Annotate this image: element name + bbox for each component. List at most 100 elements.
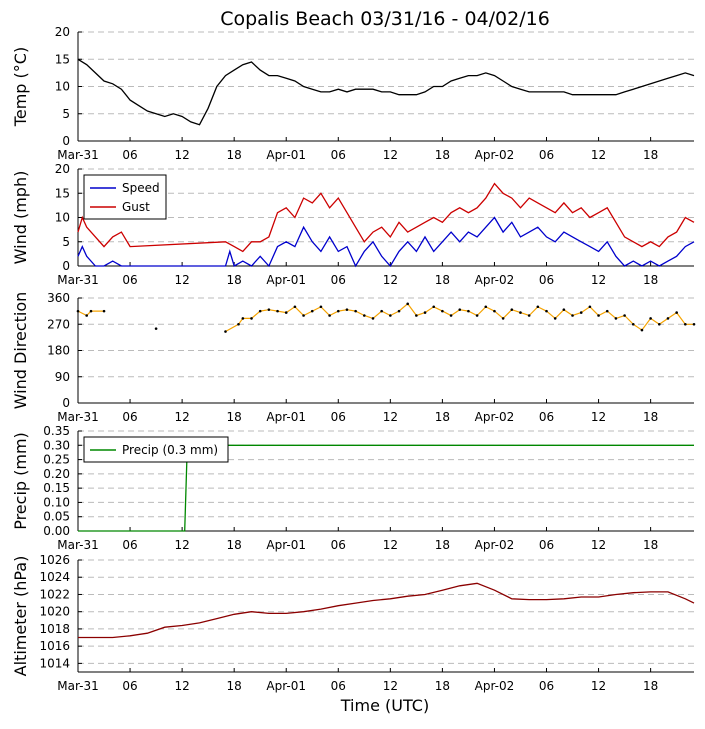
data-point [441,309,444,313]
y-tick-label: 0 [62,259,70,273]
y-tick-label: 0.20 [43,467,70,481]
x-tick-label: 06 [331,273,346,287]
series-line-0 [77,216,695,268]
data-point [657,322,661,326]
y-tick-label: 0.05 [43,510,70,524]
x-axis-label: Time (UTC) [340,696,429,715]
x-tick-label: 06 [539,148,554,162]
data-point [237,322,240,326]
x-tick-label: 18 [435,538,450,552]
data-point [224,330,227,333]
y-axis-label: Wind Direction [11,292,30,410]
y-tick-label: 1014 [39,656,70,670]
x-tick-label: 18 [435,679,450,693]
x-tick-label: 12 [591,273,606,287]
x-tick-label: 18 [643,679,658,693]
y-axis-label: Temp (°C) [11,47,30,127]
x-tick-label: 12 [383,679,398,693]
data-point [545,309,548,313]
data-point [415,314,418,317]
chart-title: Copalis Beach 03/31/16 - 04/02/16 [220,8,550,30]
data-point [345,308,349,311]
x-tick-label: Apr-02 [475,538,515,552]
x-tick-label: 18 [435,410,450,424]
data-point [631,322,635,326]
data-point [449,314,453,317]
data-point [684,322,687,326]
x-tick-label: 12 [174,538,189,552]
x-tick-label: 12 [383,148,398,162]
y-tick-label: 1018 [39,622,70,636]
x-tick-label: 06 [331,679,346,693]
y-tick-label: 1024 [39,570,70,584]
data-point [102,309,106,313]
data-point [336,309,340,313]
x-tick-label: Apr-01 [266,538,306,552]
panel-0: 0 5 10 15 20 Mar-31 06 12 18 Apr-01 06 12 18 Apr-02 06… [11,25,695,162]
x-tick-label: 12 [174,148,189,162]
data-point [354,309,357,313]
x-tick-label: 12 [383,538,398,552]
data-point [562,308,566,311]
x-tick-label: 12 [591,538,606,552]
x-tick-label: Apr-02 [475,410,515,424]
data-point [475,314,479,317]
x-tick-label: 06 [331,410,346,424]
x-tick-label: 06 [539,273,554,287]
data-point [397,309,401,313]
x-tick-label: 12 [383,410,398,424]
legend-label: Gust [122,200,150,214]
x-tick-label: 18 [227,148,242,162]
y-tick-label: 360 [47,291,70,305]
series-line [225,302,694,333]
data-point [319,305,323,309]
y-tick-label: 15 [55,186,70,200]
x-tick-label: 06 [122,410,137,424]
data-point [675,311,678,314]
data-point [501,317,505,320]
data-point [267,308,271,311]
data-point [85,314,88,317]
y-axis-label: Wind (mph) [11,171,30,265]
series-line-1 [77,182,695,253]
data-point [553,317,557,320]
x-tick-label: 06 [539,410,554,424]
data-point [527,314,531,317]
data-point [432,305,436,309]
x-tick-label: Mar-31 [57,538,98,552]
panel-2: 0 90 180 270 360 Mar-31 06 12 18 Apr-01 06 12 18 Apr-… [11,291,696,424]
legend-box [83,436,229,463]
y-tick-label: 0.10 [43,495,70,509]
y-tick-label: 0.00 [43,524,70,538]
data-point [640,328,644,332]
data-point [154,327,158,330]
data-point [666,317,670,320]
data-point [76,309,80,313]
data-point [484,305,488,309]
y-tick-label: 0 [62,396,70,410]
x-tick-label: 12 [174,410,189,424]
x-tick-label: 06 [122,148,137,162]
y-tick-label: 10 [55,211,70,225]
series-line [77,310,104,317]
x-tick-label: 18 [227,679,242,693]
data-point [571,314,574,317]
y-tick-label: 0.30 [43,438,70,452]
x-tick-label: Apr-01 [266,148,306,162]
y-tick-label: 0 [62,134,70,148]
x-tick-label: 06 [331,538,346,552]
y-tick-label: 90 [55,370,70,384]
x-tick-label: 06 [539,538,554,552]
data-point [614,317,618,320]
x-tick-label: Mar-31 [57,273,98,287]
x-tick-label: 18 [643,148,658,162]
x-tick-label: Apr-01 [266,679,306,693]
series-line-0 [78,444,694,532]
series-line-0 [77,58,695,126]
data-point [649,317,652,320]
y-axis-label: Precip (mm) [11,432,30,530]
x-tick-label: 12 [591,679,606,693]
data-point [605,309,609,313]
y-tick-label: 5 [62,107,70,121]
data-point [380,309,383,313]
